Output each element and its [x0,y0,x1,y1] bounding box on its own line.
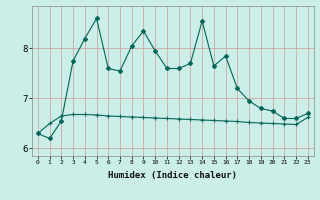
X-axis label: Humidex (Indice chaleur): Humidex (Indice chaleur) [108,171,237,180]
